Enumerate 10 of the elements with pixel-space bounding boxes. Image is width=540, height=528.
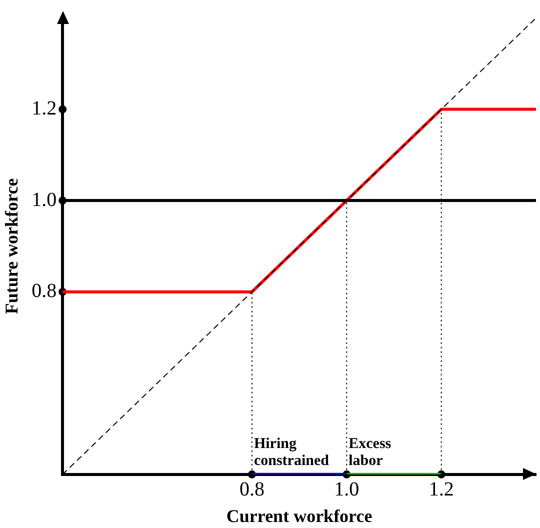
annotation: Hiring constrained: [254, 436, 330, 469]
x-tick-label: 1.2: [428, 478, 454, 501]
x-axis-title: Current workforce: [226, 506, 372, 526]
y-axis-title: Future workforce: [1, 178, 22, 314]
y-tick-label: 1.2: [32, 98, 57, 120]
x-tick-label: 0.8: [239, 478, 264, 501]
x-tick-label: 1.0: [334, 478, 360, 501]
y-tick-label: 0.8: [32, 280, 57, 302]
annotation: Excess labor: [348, 436, 392, 469]
y-tick-label: 1.0: [32, 188, 57, 211]
